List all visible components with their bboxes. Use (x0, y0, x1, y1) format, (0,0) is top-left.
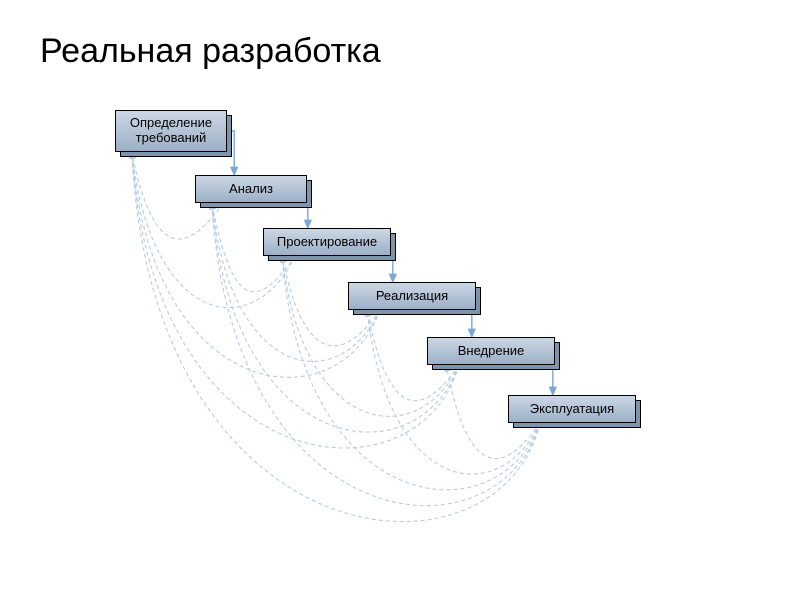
stage-node-oper: Эксплуатация (508, 395, 636, 423)
stage-node-deploy: Внедрение (427, 337, 555, 365)
stage-node-design: Проектирование (263, 228, 391, 256)
stage-node-req: Определениетребований (115, 110, 227, 152)
stage-label: Реализация (376, 289, 448, 304)
stage-node-anal: Анализ (195, 175, 307, 203)
stage-label: Эксплуатация (530, 402, 614, 417)
stage-label: Определениетребований (130, 116, 212, 146)
stage-label: Внедрение (458, 344, 525, 359)
stage-node-impl: Реализация (348, 282, 476, 310)
stage-label: Анализ (229, 182, 273, 197)
stage-label: Проектирование (277, 235, 377, 250)
waterfall-diagram: Определениетребований Анализ Проектировани… (0, 0, 800, 600)
feedback-arrow (367, 310, 540, 474)
slide: Реальная разработка Определениетребовани… (0, 0, 800, 600)
